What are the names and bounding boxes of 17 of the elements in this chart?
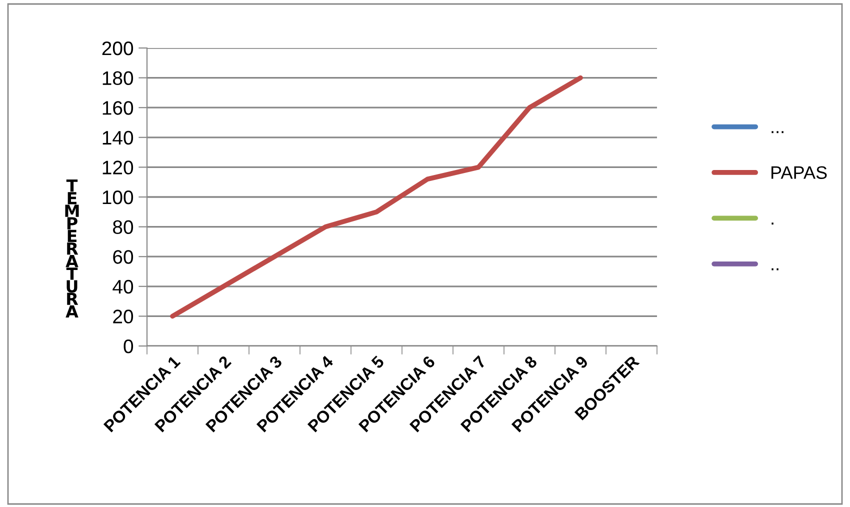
y-tick-label: 120 <box>102 160 134 174</box>
legend-label: .. <box>772 268 778 270</box>
y-tick-label: 140 <box>102 130 134 145</box>
y-tick-label: 40 <box>112 280 134 294</box>
y-tick-label: 20 <box>113 310 134 324</box>
y-tick-label: 200 <box>102 41 134 56</box>
y-tick-label: 80 <box>113 220 134 234</box>
y-tick-label: 160 <box>102 101 134 115</box>
legend-label: ... <box>772 131 784 134</box>
line-series <box>170 75 583 319</box>
text: TEMPERATURA <box>65 180 79 318</box>
y-tick-label: 180 <box>102 71 134 86</box>
y-tick-label: 0 <box>124 339 134 354</box>
legend-label: PAPAS <box>772 166 827 179</box>
legend-label: . <box>772 222 774 225</box>
y-tick-label: 100 <box>102 190 134 204</box>
y-tick-label: 60 <box>113 250 134 264</box>
